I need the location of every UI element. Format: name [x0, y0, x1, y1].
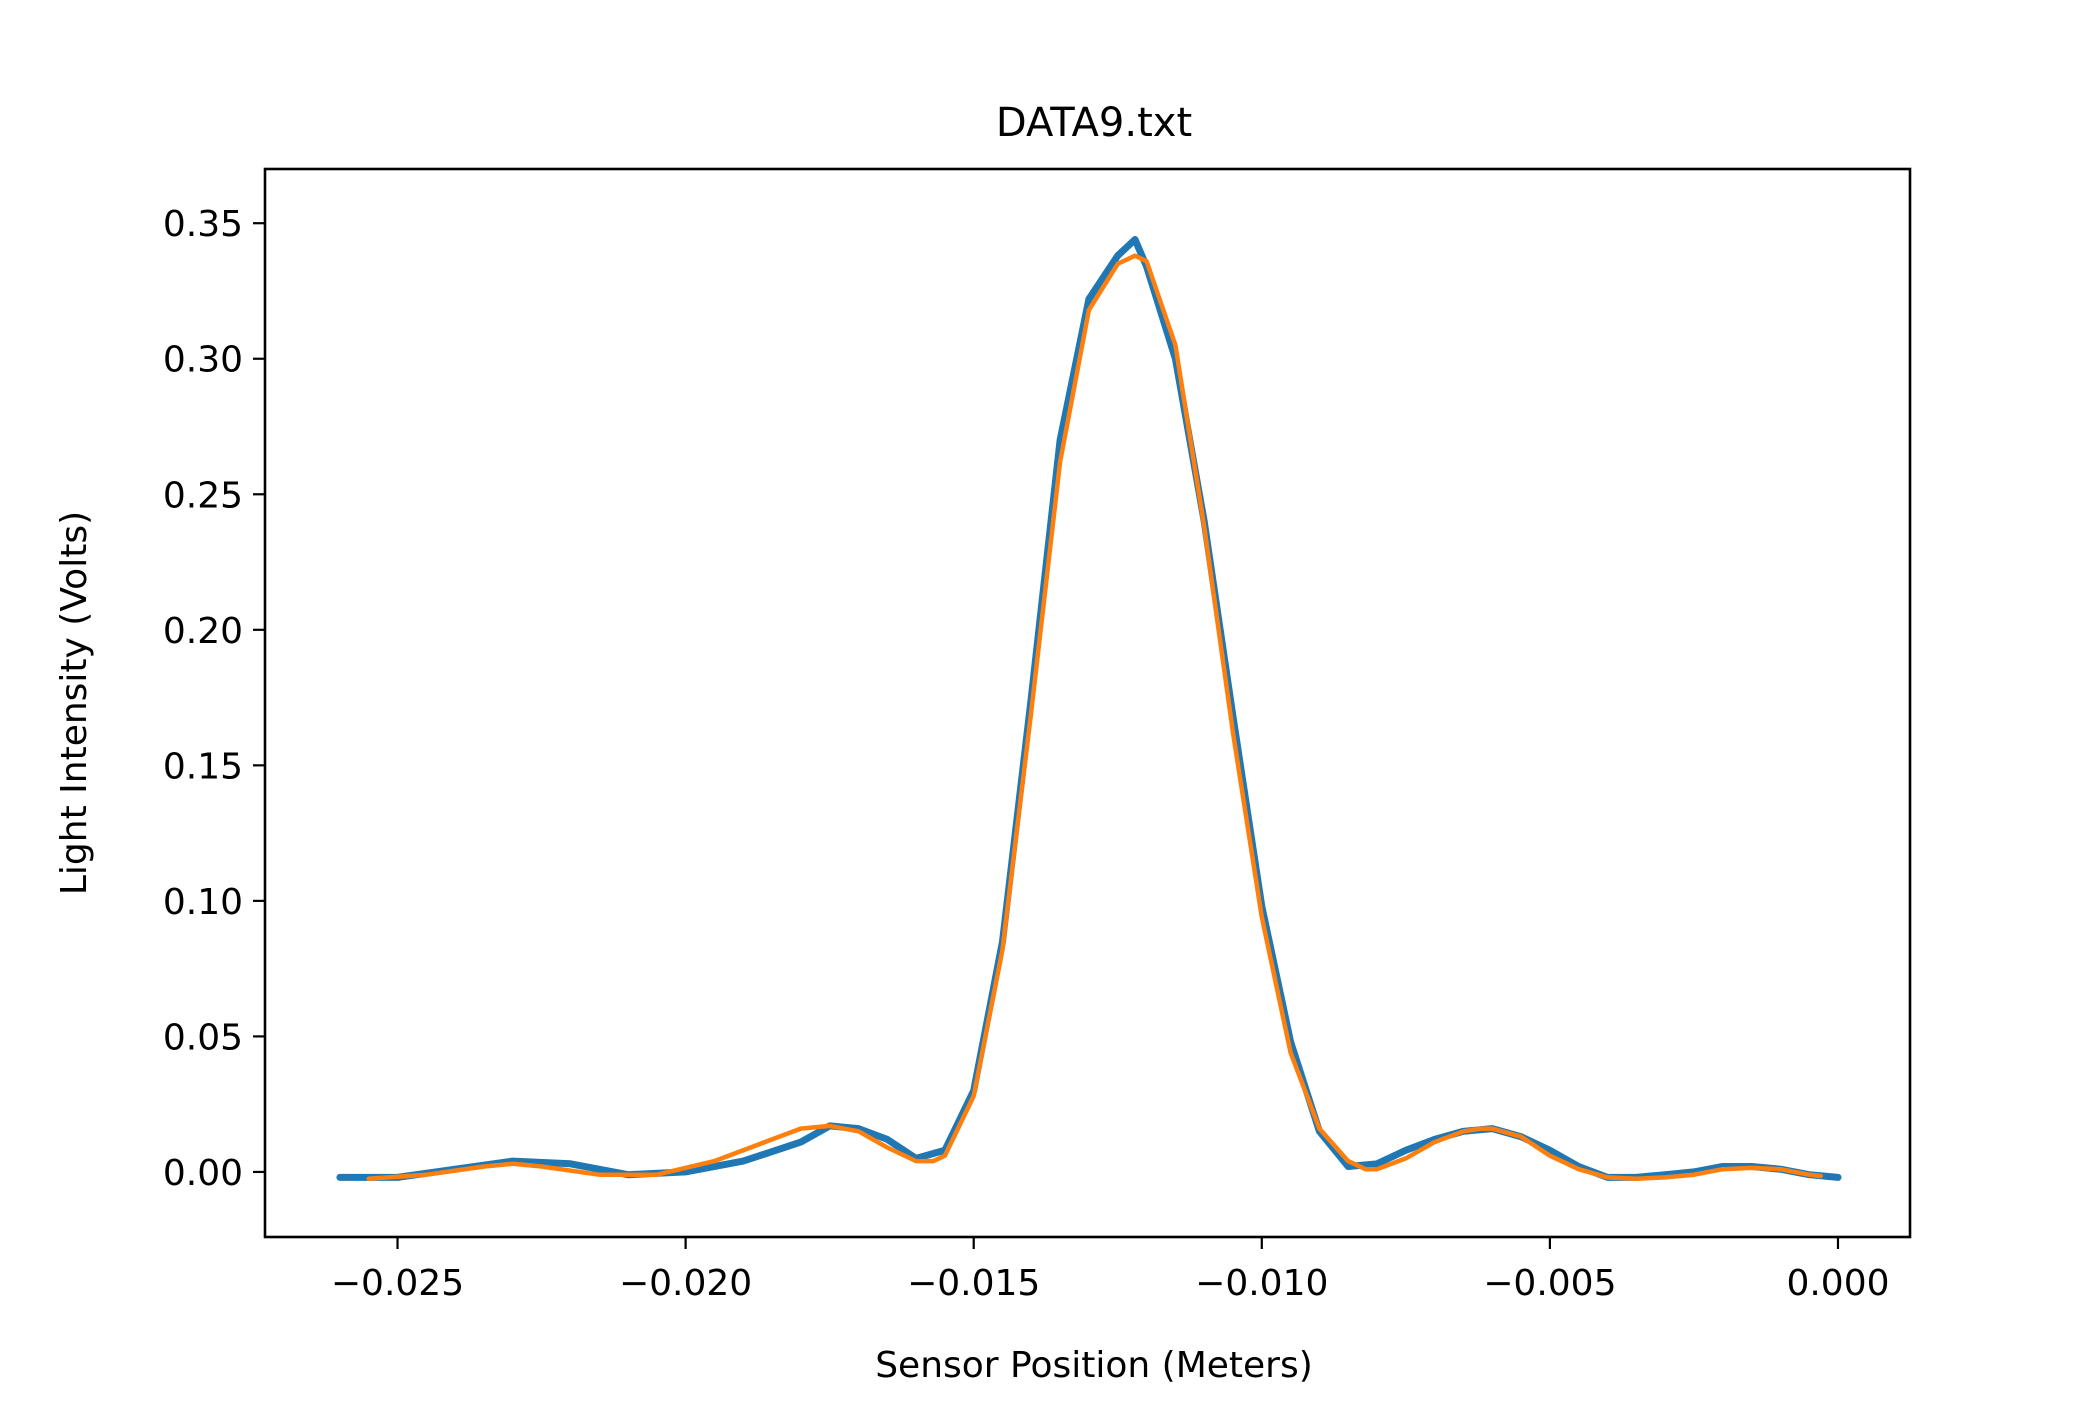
y-tick-label: 0.20 [163, 611, 243, 652]
y-tick-label: 0.25 [163, 475, 243, 516]
x-axis-label: Sensor Position (Meters) [875, 1345, 1313, 1386]
y-tick-label: 0.15 [163, 746, 243, 787]
x-tick-label: −0.005 [1483, 1263, 1616, 1304]
x-tick-label: −0.015 [907, 1263, 1040, 1304]
x-tick-label: 0.000 [1786, 1263, 1889, 1304]
x-axis: −0.025 −0.020 −0.015 −0.010 −0.005 0.000 [331, 1237, 1890, 1304]
y-tick-label: 0.00 [163, 1153, 243, 1194]
x-tick-label: −0.020 [619, 1263, 752, 1304]
x-tick-label: −0.010 [1195, 1263, 1328, 1304]
y-tick-label: 0.05 [163, 1017, 243, 1058]
y-tick-label: 0.10 [163, 882, 243, 923]
y-axis-label: Light Intensity (Volts) [54, 511, 95, 895]
series-layer [336, 236, 1842, 1181]
y-axis: 0.00 0.05 0.10 0.15 0.20 0.25 0.30 0.35 [163, 204, 265, 1194]
y-tick-label: 0.30 [163, 340, 243, 381]
chart-title: DATA9.txt [996, 100, 1192, 146]
fit-curve-line [366, 253, 1823, 1181]
axes-frame [263, 167, 1912, 1239]
y-tick-label: 0.35 [163, 204, 243, 245]
x-tick-label: −0.025 [331, 1263, 464, 1304]
